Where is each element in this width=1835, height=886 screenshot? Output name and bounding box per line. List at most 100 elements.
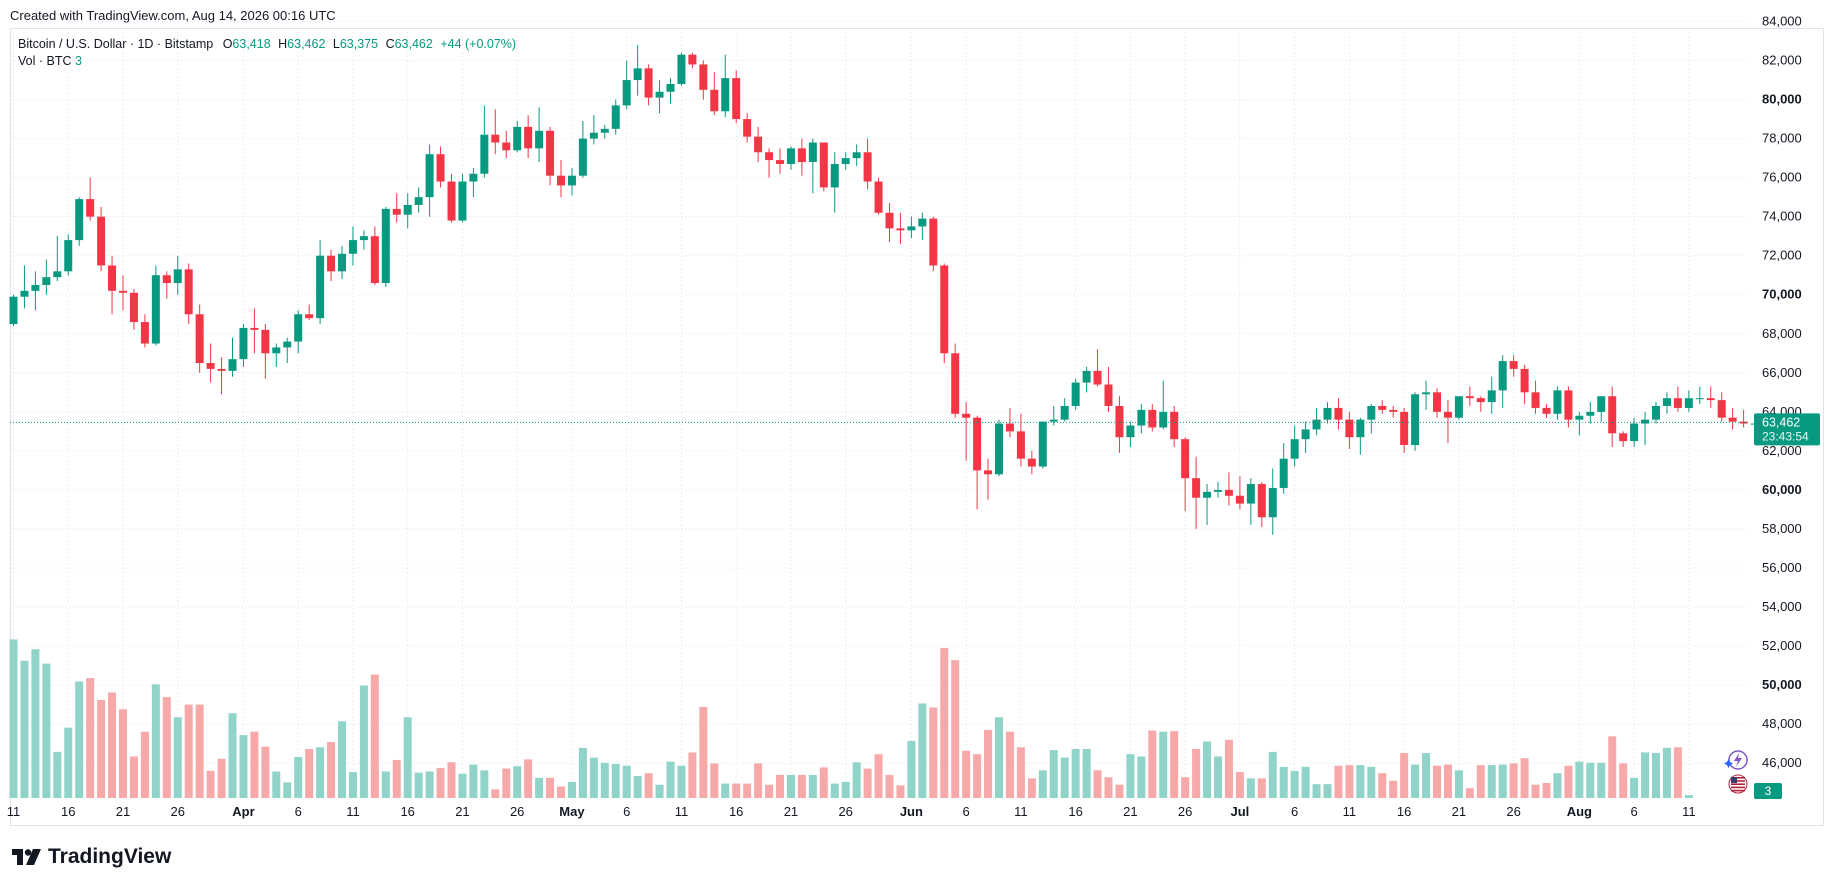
candle-body <box>1597 396 1606 412</box>
volume-bar <box>338 721 346 798</box>
volume-bar <box>9 639 18 798</box>
candle-body <box>392 208 401 215</box>
volume-bar <box>765 784 774 798</box>
volume-tag <box>1754 783 1782 799</box>
candle-body <box>907 226 916 231</box>
candle-body <box>425 154 434 198</box>
candle-body <box>1356 419 1365 438</box>
candle-body <box>754 136 763 153</box>
y-tick-label: 62,000 <box>1762 443 1802 458</box>
tradingview-logo[interactable]: TradingView <box>12 845 171 869</box>
volume-bar <box>140 731 149 798</box>
candle-body <box>688 54 697 65</box>
volume-bar <box>129 756 138 798</box>
candle-body <box>480 134 489 174</box>
candle-body <box>808 142 817 163</box>
brand-name: TradingView <box>48 845 172 868</box>
y-tick-label: 80,000 <box>1762 92 1802 107</box>
candle-body <box>743 119 752 137</box>
candle-body <box>765 152 774 161</box>
volume-bar <box>710 763 719 798</box>
x-tick-label: 16 <box>1397 804 1411 819</box>
volume-bar <box>447 762 456 798</box>
volume-bar <box>392 759 401 798</box>
candle-body <box>1367 405 1376 420</box>
candle-body <box>1137 409 1146 426</box>
volume-label[interactable]: Vol · BTC <box>18 54 72 68</box>
volume-bar <box>896 785 905 798</box>
volume-bar <box>1531 784 1540 798</box>
volume-bar <box>1389 780 1398 798</box>
volume-bar <box>206 770 215 798</box>
candle-body <box>1181 439 1190 479</box>
candle-body <box>1203 491 1212 498</box>
volume-bar <box>1476 765 1485 798</box>
volume-bar <box>1148 730 1157 798</box>
candle-body <box>677 54 686 84</box>
volume-bar <box>370 674 379 798</box>
volume-bar <box>1071 748 1080 798</box>
candle-body <box>75 199 84 241</box>
volume-bar <box>184 704 193 798</box>
candle-body <box>1279 458 1288 488</box>
symbol-name[interactable]: Bitcoin / U.S. Dollar · 1D · Bitstamp <box>18 37 214 51</box>
candle-body <box>1126 425 1135 438</box>
volume-bar <box>1509 763 1518 798</box>
candle-body <box>414 197 423 205</box>
volume-bar <box>1608 736 1617 798</box>
volume-bar <box>786 774 795 798</box>
volume-bar <box>830 783 839 798</box>
volume-bar <box>1214 756 1222 798</box>
x-tick-label: 6 <box>1291 804 1298 819</box>
volume-bar <box>1465 788 1474 798</box>
candle-body <box>1159 411 1168 428</box>
candle-body <box>1290 439 1299 459</box>
x-tick-label: 26 <box>510 804 524 819</box>
candle-body <box>1717 400 1726 418</box>
volume-bar <box>1159 731 1168 798</box>
candle-body <box>1684 398 1693 408</box>
volume-bar <box>327 742 336 798</box>
y-tick-label: 46,000 <box>1762 755 1802 770</box>
volume-bar <box>1005 731 1014 798</box>
x-tick-label: 26 <box>171 804 185 819</box>
x-tick-label: 21 <box>116 804 130 819</box>
candle-body <box>316 255 325 319</box>
candle-body <box>228 359 237 371</box>
candle-body <box>1652 405 1660 420</box>
volume-bar <box>578 747 587 798</box>
volume-bar <box>622 765 631 798</box>
candle-body <box>710 89 719 112</box>
candle-body <box>436 154 445 182</box>
candle-body <box>1586 411 1595 416</box>
chart-frame[interactable] <box>10 28 1824 826</box>
x-tick-label: 26 <box>838 804 852 819</box>
volume-bar <box>480 770 489 798</box>
x-tick-label: 16 <box>61 804 75 819</box>
candle-body <box>469 173 478 182</box>
candle-body <box>863 152 872 182</box>
volume-bar <box>962 750 971 798</box>
candle-body <box>9 296 18 325</box>
volume-bar <box>819 767 828 798</box>
candle-body <box>1257 484 1266 518</box>
candle-body <box>1509 361 1518 369</box>
volume-bar <box>732 783 741 798</box>
candle-body <box>491 134 500 143</box>
volume-bar <box>86 678 95 798</box>
y-tick-label: 82,000 <box>1762 53 1802 68</box>
candle-body <box>1016 431 1025 459</box>
candle-body <box>896 228 905 231</box>
candle-body <box>1520 368 1529 393</box>
x-tick-label: 16 <box>729 804 743 819</box>
candle-body <box>885 212 894 229</box>
candle-body <box>1334 407 1343 420</box>
x-tick-label: 6 <box>1630 804 1637 819</box>
volume-bar <box>42 663 51 798</box>
candle-body <box>1630 423 1639 442</box>
volume-bar <box>929 707 938 798</box>
volume-bar <box>611 763 620 798</box>
candle-body <box>348 240 357 254</box>
us-flag-stripe <box>1731 786 1745 789</box>
